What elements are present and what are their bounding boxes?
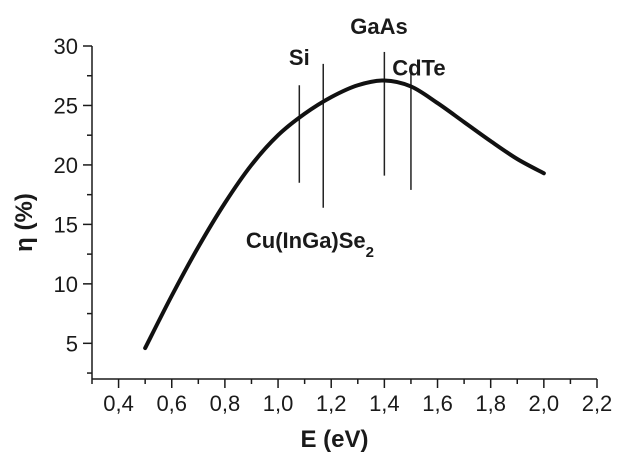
y-tick-label: 25	[54, 93, 78, 118]
annotation-labels: Si Cu(InGa)Se2 GaAs CdTe	[246, 14, 446, 261]
material-markers	[298, 51, 412, 208]
y-tick-label: 5	[66, 331, 78, 356]
x-tick-label: 2,2	[582, 391, 613, 416]
x-tick-label: 1,4	[369, 391, 400, 416]
y-tick-label: 10	[54, 272, 78, 297]
material-label: GaAs	[350, 14, 407, 39]
y-tick-label: 15	[54, 212, 78, 237]
material-label: Si	[289, 45, 310, 70]
x-tick-label: 1,6	[422, 391, 453, 416]
x-tick-label: 2,0	[529, 391, 560, 416]
x-tick-label: 1,8	[475, 391, 506, 416]
y-axis-title: η (%)	[11, 193, 38, 252]
x-tick-label: 1,2	[316, 391, 347, 416]
x-tick-label: 0,4	[103, 391, 134, 416]
efficiency-curve	[143, 78, 546, 351]
x-axis-title: E (eV)	[300, 426, 368, 453]
material-label: CdTe	[392, 56, 445, 81]
material-label: Cu(InGa)Se2	[246, 228, 374, 261]
x-ticks: 0,4 0,6 0,8 1,0 1,2 1,4 1,6 1,8 2,0 2,2	[91, 379, 613, 416]
x-tick-label: 0,6	[156, 391, 187, 416]
label-subscript: 2	[366, 244, 374, 261]
y-tick-label: 20	[54, 153, 78, 178]
x-tick-label: 0,8	[210, 391, 241, 416]
y-ticks: 5 10 15 20 25 30	[54, 34, 92, 374]
series-group	[143, 78, 546, 351]
y-tick-label: 30	[54, 34, 78, 59]
x-tick-label: 1,0	[263, 391, 294, 416]
axes	[91, 46, 597, 380]
